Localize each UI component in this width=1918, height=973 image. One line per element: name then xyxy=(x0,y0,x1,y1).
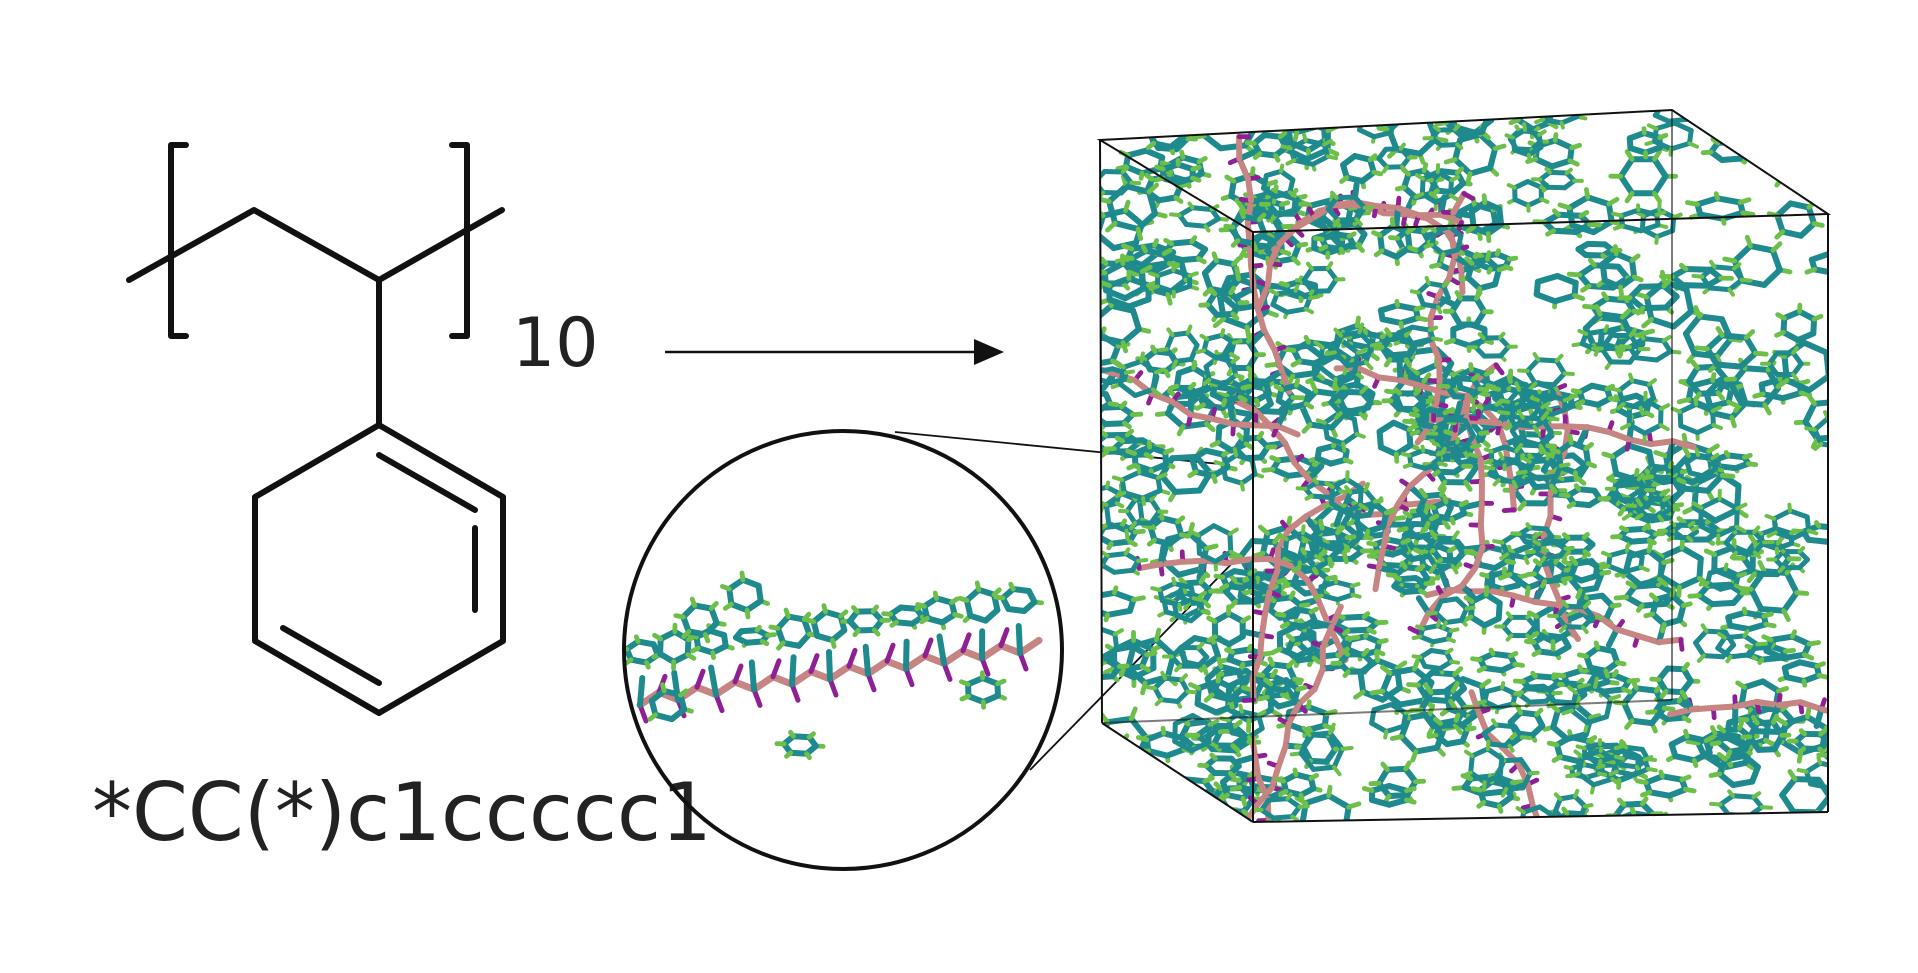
repeat-count-label: 10 xyxy=(512,304,599,383)
magnifier-circle-icon xyxy=(622,429,1064,871)
box-molecules xyxy=(1100,110,1828,822)
smiles-label: *CC(*)c1ccccc1 xyxy=(92,766,712,859)
right-bracket xyxy=(449,142,470,339)
left-bracket xyxy=(168,142,189,339)
single-chain-molecule xyxy=(624,570,1044,761)
skeletal-structure xyxy=(126,142,506,716)
benzene-ring xyxy=(252,422,506,716)
double-bond-1 xyxy=(376,452,478,513)
double-bond-3 xyxy=(280,625,382,686)
zoomed-chain xyxy=(622,429,1064,871)
backbone-bonds xyxy=(126,207,505,283)
arrow-right-icon xyxy=(665,339,1004,365)
simulation-box xyxy=(1096,108,1832,823)
box-edges xyxy=(1096,108,1832,823)
